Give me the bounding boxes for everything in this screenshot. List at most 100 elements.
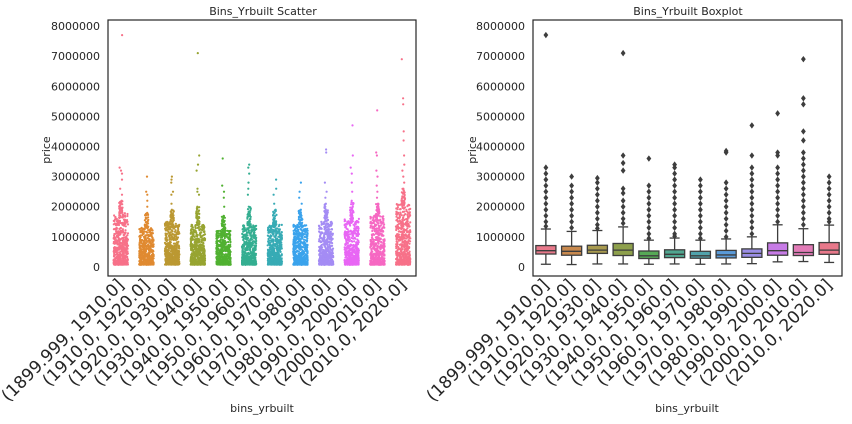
scatter-point (192, 230, 195, 233)
scatter-point (173, 227, 176, 230)
scatter-outlier (197, 193, 201, 196)
scatter-point (169, 215, 172, 218)
scatter-point (117, 247, 121, 250)
scatter-point (139, 257, 142, 260)
scatter-point (126, 212, 129, 216)
scatter-point (164, 229, 167, 232)
scatter-point (174, 252, 177, 255)
scatter-outlier (221, 184, 224, 187)
scatter-outlier (221, 157, 224, 160)
scatter-point (200, 240, 203, 244)
scatter-point (196, 244, 199, 247)
scatter-point (121, 229, 124, 232)
scatter-point (164, 255, 167, 258)
scatter-point (268, 224, 271, 227)
scatter-series (138, 175, 155, 266)
scatter-point (331, 244, 334, 247)
scatter-point (191, 238, 194, 241)
y-tick-label: 1000000 (51, 231, 100, 244)
scatter-point (149, 232, 153, 235)
scatter-point (201, 251, 205, 254)
scatter-point (306, 251, 309, 255)
scatter-point (175, 257, 178, 260)
scatter-point (118, 244, 121, 247)
scatter-point (253, 262, 256, 265)
scatter-point (190, 256, 193, 259)
scatter-point (241, 247, 244, 250)
scatter-point (249, 245, 252, 248)
scatter-point (301, 218, 304, 221)
scatter-point (215, 235, 218, 238)
scatter-point (144, 216, 147, 219)
scatter-outlier (119, 187, 122, 190)
scatter-point (278, 223, 281, 226)
scatter-point (250, 238, 253, 241)
scatter-point (120, 259, 123, 262)
scatter-point (118, 254, 121, 257)
scatter-point (222, 232, 225, 235)
scatter-point (276, 240, 279, 243)
scatter-point (152, 255, 155, 258)
scatter-point (247, 223, 250, 226)
scatter-point (203, 249, 206, 252)
scatter-point (272, 210, 275, 213)
scatter-point (329, 224, 333, 227)
scatter-outlier (275, 187, 278, 190)
scatter-point (189, 243, 192, 247)
scatter-point (146, 237, 149, 240)
scatter-point (227, 240, 230, 244)
scatter-point (254, 244, 258, 247)
scatter-point (117, 223, 120, 226)
scatter-point (326, 243, 329, 246)
scatter-point (190, 248, 193, 252)
scatter-point (152, 245, 155, 248)
scatter-point (114, 237, 117, 240)
scatter-y-ticks: 0100000020000003000000400000050000006000… (51, 20, 100, 274)
scatter-point (169, 256, 172, 260)
scatter-point (121, 254, 124, 257)
scatter-point (166, 221, 169, 224)
scatter-point (293, 254, 297, 257)
scatter-point (141, 253, 144, 256)
scatter-point (148, 260, 151, 263)
scatter-outlier (300, 202, 303, 205)
scatter-point (189, 259, 192, 262)
scatter-point (125, 219, 129, 222)
scatter-point (141, 257, 144, 260)
scatter-point (254, 248, 257, 251)
scatter-point (215, 252, 218, 255)
scatter-point (138, 252, 141, 256)
scatter-point (193, 241, 196, 244)
scatter-point (167, 259, 170, 263)
scatter-outlier (120, 178, 124, 181)
scatter-point (169, 262, 173, 265)
scatter-point (318, 245, 321, 249)
scatter-point (268, 262, 271, 265)
scatter-point (298, 212, 301, 215)
scatter-point (139, 227, 142, 230)
scatter-point (275, 230, 278, 233)
scatter-point (164, 249, 167, 252)
scatter-point (272, 257, 275, 260)
scatter-point (305, 224, 308, 227)
scatter-point (190, 252, 193, 255)
scatter-point (292, 263, 295, 266)
scatter-point (176, 259, 179, 262)
scatter-point (123, 218, 127, 221)
scatter-outlier (298, 190, 301, 193)
scatter-point (149, 228, 152, 231)
scatter-point (201, 257, 204, 260)
scatter-point (117, 230, 120, 233)
scatter-outlier (170, 181, 173, 184)
scatter-outlier (247, 166, 250, 169)
scatter-point (176, 237, 179, 241)
scatter-point (271, 244, 274, 247)
scatter-point (123, 212, 126, 215)
scatter-point (164, 224, 167, 227)
scatter-point (150, 234, 153, 238)
scatter-points (112, 34, 412, 266)
scatter-point (117, 263, 120, 266)
scatter-point (138, 241, 141, 244)
scatter-point (292, 244, 296, 247)
scatter-outlier (196, 205, 199, 208)
